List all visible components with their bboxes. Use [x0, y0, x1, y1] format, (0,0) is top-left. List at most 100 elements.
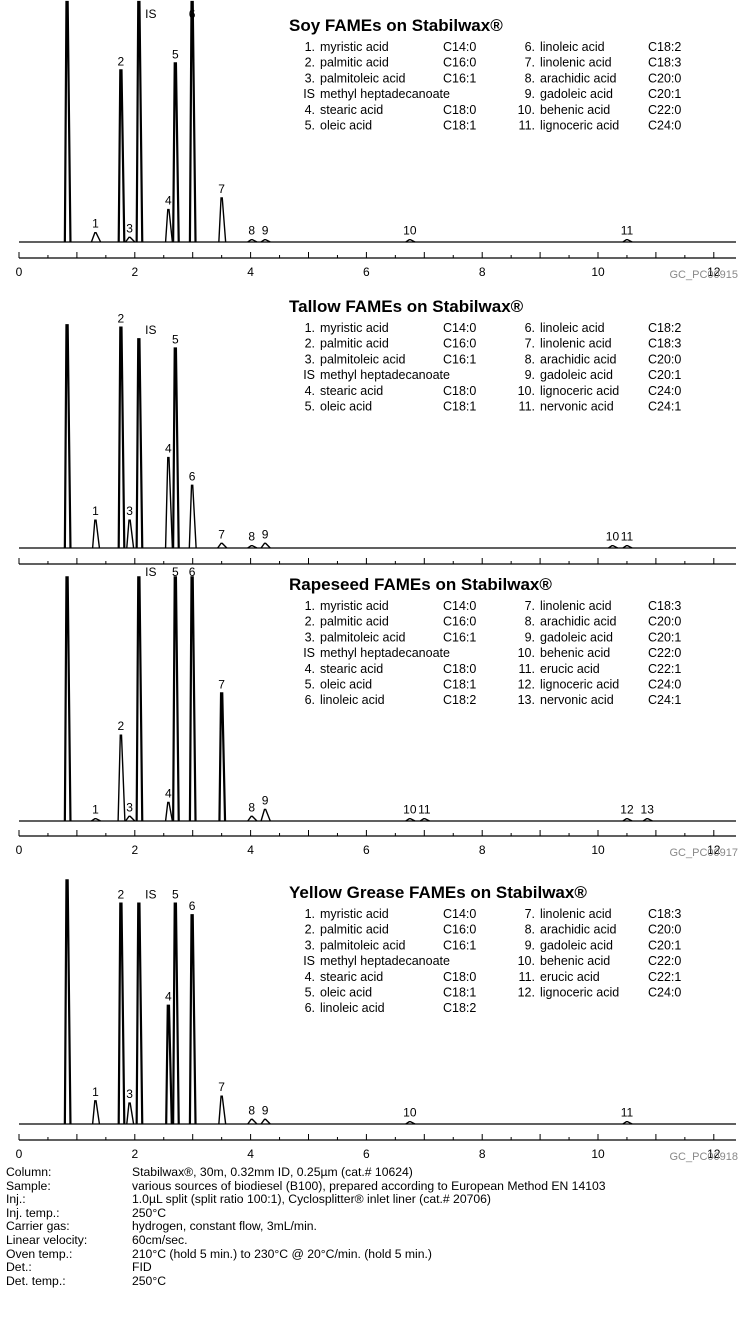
peak-label: 7 — [218, 182, 225, 196]
x-tick-label: 10 — [591, 1147, 605, 1161]
legend-formula: C18:0 — [443, 662, 476, 676]
condition-row: Column: Stabilwax®, 30m, 0.32mm ID, 0.25µ… — [6, 1165, 742, 1180]
legend-number: 7. — [525, 907, 535, 921]
condition-value: 250°C — [132, 1273, 167, 1288]
legend-formula: C18:1 — [443, 986, 476, 1000]
peak-label: 13 — [641, 803, 655, 817]
peak — [135, 338, 144, 549]
peak — [218, 1095, 227, 1125]
legend-formula: C24:0 — [648, 119, 681, 133]
legend-number: 12. — [518, 678, 535, 692]
peak-label: 10 — [403, 224, 417, 238]
peak — [117, 734, 126, 822]
x-tick-label: 4 — [247, 843, 254, 857]
peak — [608, 544, 618, 549]
legend-compound: nervonic acid — [540, 693, 614, 707]
x-tick-label: 4 — [247, 265, 254, 279]
peak — [164, 208, 174, 243]
legend-formula: C16:0 — [443, 615, 476, 629]
peak-label: 4 — [165, 194, 172, 208]
legend-number: 1. — [305, 599, 315, 613]
peak — [172, 62, 180, 243]
legend-number: 10. — [518, 646, 535, 660]
legend-formula: C20:0 — [648, 71, 681, 85]
peak-label: 2 — [118, 54, 125, 68]
legend-number: 1. — [305, 40, 315, 54]
peak-label: 8 — [248, 224, 255, 238]
chromatogram-rapeseed-chart: Rapeseed FAMEs on Stabilwax® 1. myristic a… — [16, 565, 739, 859]
legend-number: 3. — [305, 630, 315, 644]
x-tick-label: 12 — [707, 265, 721, 279]
legend-compound: stearic acid — [320, 662, 383, 676]
legend-formula: C18:2 — [443, 693, 476, 707]
legend-compound: myristic acid — [320, 321, 389, 335]
legend-number: IS — [303, 368, 315, 382]
figure-code: GC_PC00917 — [670, 847, 739, 859]
condition-value: hydrogen, constant flow, 3mL/min. — [132, 1219, 317, 1234]
peak-label: 6 — [189, 7, 196, 21]
legend-compound: lignoceric acid — [540, 678, 619, 692]
peak-label: 10 — [606, 530, 620, 544]
peak — [260, 238, 271, 243]
legend-compound: linoleic acid — [540, 321, 605, 335]
peak-label: 9 — [262, 224, 269, 238]
x-tick-label: 12 — [707, 1147, 721, 1161]
condition-label: Det. temp.: — [6, 1273, 66, 1288]
condition-value: 250°C — [132, 1205, 167, 1220]
condition-row: Carrier gas: hydrogen, constant flow, 3mL… — [6, 1220, 742, 1234]
chart-title-yellow-grease: Yellow Grease FAMEs on Stabilwax® — [289, 883, 587, 902]
legend-formula: C22:1 — [648, 970, 681, 984]
legend-compound: palmitoleic acid — [320, 938, 406, 952]
peak — [218, 197, 227, 243]
legend-formula: C22:0 — [648, 646, 681, 660]
x-tick-label: 4 — [247, 1147, 254, 1161]
condition-value: 60cm/sec. — [132, 1232, 188, 1247]
peak — [188, 914, 197, 1125]
legend-formula: C22:0 — [648, 103, 681, 117]
peak — [172, 902, 180, 1125]
legend-formula: C18:3 — [648, 337, 681, 351]
legend-compound: palmitic acid — [320, 615, 389, 629]
peak — [260, 808, 271, 822]
condition-row: Oven temp.: 210°C (hold 5 min.) to 230°C … — [6, 1247, 742, 1262]
peak — [172, 347, 180, 549]
legend-compound: arachidic acid — [540, 923, 616, 937]
legend-number: 11. — [519, 400, 535, 414]
peak — [117, 69, 126, 243]
legend-formula: C18:3 — [648, 599, 681, 613]
peak — [405, 817, 416, 822]
legend-formula: C16:1 — [443, 352, 476, 366]
legend-formula: C18:0 — [443, 970, 476, 984]
chart-title-tallow: Tallow FAMEs on Stabilwax® — [289, 297, 524, 316]
condition-label: Carrier gas: — [6, 1219, 70, 1234]
condition-row: Det. temp.: 250°C — [6, 1273, 742, 1289]
legend-formula: C16:1 — [443, 71, 476, 85]
legend-formula: C22:0 — [648, 954, 681, 968]
x-tick-label: 6 — [363, 265, 370, 279]
legend-compound: linoleic acid — [320, 693, 385, 707]
legend-compound: oleic acid — [320, 119, 372, 133]
peak-label: 9 — [262, 527, 269, 541]
condition-row: Linear velocity: 60cm/sec. — [6, 1232, 742, 1248]
legend-compound: nervonic acid — [540, 400, 614, 414]
legend-number: 4. — [305, 103, 315, 117]
condition-value: various sources of biodiesel (B100), pre… — [132, 1178, 606, 1193]
legend-compound: stearic acid — [320, 384, 383, 398]
legend-compound: oleic acid — [320, 678, 372, 692]
legend-number: 4. — [305, 662, 315, 676]
peak — [63, 0, 72, 243]
peak — [172, 576, 180, 822]
legend-number: 10. — [518, 103, 535, 117]
peak-label: 10 — [403, 803, 417, 817]
condition-value: Stabilwax®, 30m, 0.32mm ID, 0.25µm (cat.… — [132, 1165, 413, 1179]
legend-formula: C20:1 — [648, 87, 681, 101]
peak-label: 3 — [126, 221, 133, 235]
legend-formula: C24:0 — [648, 384, 681, 398]
peak-label: 1 — [92, 803, 99, 817]
peak-label: 5 — [172, 332, 179, 346]
peak — [63, 879, 72, 1125]
legend-number: 7. — [525, 56, 535, 70]
peak-label: 7 — [218, 1080, 225, 1094]
x-tick-label: 10 — [591, 843, 605, 857]
legend-compound: myristic acid — [320, 40, 389, 54]
